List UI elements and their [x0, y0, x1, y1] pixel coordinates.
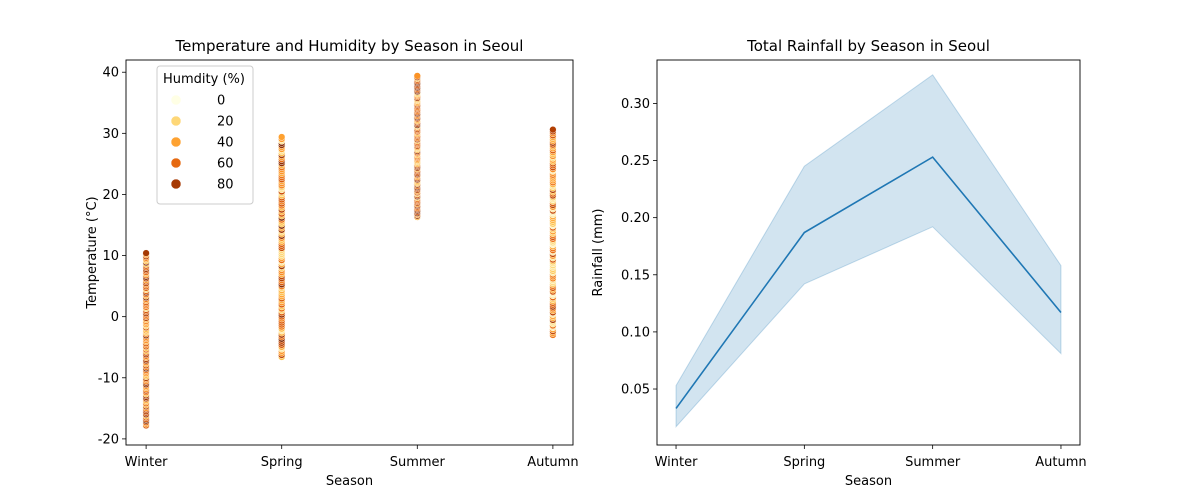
- chart-1: Temperature and Humidity by Season in Se…: [85, 37, 579, 489]
- confidence-band: [675, 74, 1062, 429]
- x-axis-label: Season: [326, 474, 373, 489]
- data-point: [413, 72, 421, 80]
- y-tick-label: 0.30: [621, 97, 650, 112]
- y-axis-label: Temperature (°C): [85, 196, 100, 309]
- x-axis-label: Season: [845, 474, 892, 489]
- y-tick-label: 0.20: [621, 211, 650, 226]
- legend-label: 80: [217, 178, 234, 193]
- legend-marker: [170, 178, 182, 190]
- x-tick-label: Spring: [261, 455, 303, 470]
- y-tick-label: 10: [102, 249, 119, 264]
- y-tick-label: -20: [98, 432, 119, 447]
- legend-title: Humdity (%): [163, 72, 245, 87]
- series-line: [675, 156, 1062, 409]
- legend: Humdity (%) 0 20 40 60 80: [156, 65, 254, 205]
- x-tick-label: Autumn: [1035, 455, 1086, 470]
- y-tick-label: 0.25: [621, 154, 650, 169]
- y-tick-label: 40: [102, 66, 119, 81]
- legend-marker: [170, 94, 182, 106]
- legend-marker: [170, 157, 182, 169]
- x-tick-label: Summer: [905, 455, 961, 470]
- chart-title: Temperature and Humidity by Season in Se…: [175, 37, 524, 55]
- y-tick-label: 0.05: [621, 383, 650, 398]
- y-tick-label: 30: [102, 127, 119, 142]
- x-tick-label: Winter: [125, 455, 169, 470]
- x-tick-label: Spring: [783, 455, 825, 470]
- plot-frame: [125, 59, 574, 446]
- y-axis-label: Rainfall (mm): [591, 209, 606, 297]
- legend-marker: [170, 115, 182, 127]
- x-tick-label: Autumn: [527, 455, 578, 470]
- plot-frame: [656, 59, 1081, 446]
- data-point: [549, 126, 557, 134]
- legend-label: 0: [217, 94, 225, 109]
- chart-title: Total Rainfall by Season in Seoul: [746, 37, 990, 55]
- x-tick-label: Summer: [390, 455, 446, 470]
- data-point: [142, 249, 150, 257]
- legend-label: 60: [217, 157, 234, 172]
- legend-marker: [170, 136, 182, 148]
- data-point: [278, 133, 286, 141]
- chart-2: Total Rainfall by Season in Seoul Season R…: [591, 37, 1087, 489]
- legend-label: 20: [217, 115, 234, 130]
- legend-label: 40: [217, 136, 234, 151]
- y-tick-label: -10: [98, 371, 119, 386]
- y-tick-label: 0.15: [621, 268, 650, 283]
- y-tick-label: 20: [102, 188, 119, 203]
- x-tick-label: Winter: [655, 455, 699, 470]
- scatter-points: [142, 72, 557, 430]
- y-tick-label: 0: [111, 310, 119, 325]
- y-tick-label: 0.10: [621, 325, 650, 340]
